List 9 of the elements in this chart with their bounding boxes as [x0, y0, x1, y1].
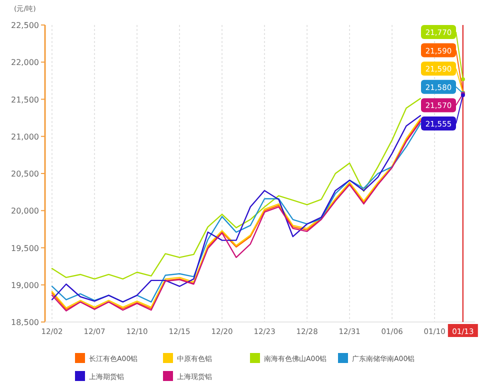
y-tick-label: 22,500 — [11, 21, 39, 30]
y-tick-label: 18,500 — [11, 318, 39, 327]
y-tick-label: 19,000 — [11, 280, 39, 290]
y-tick-label: 20,000 — [11, 206, 39, 216]
y-tick-label: 21,000 — [11, 132, 39, 142]
y-tick-label: 22,000 — [11, 58, 39, 68]
y-tick-label: 19,500 — [11, 244, 39, 253]
y-tick-label: 21,500 — [11, 95, 39, 104]
y-tick-label: 20,500 — [11, 170, 39, 178]
